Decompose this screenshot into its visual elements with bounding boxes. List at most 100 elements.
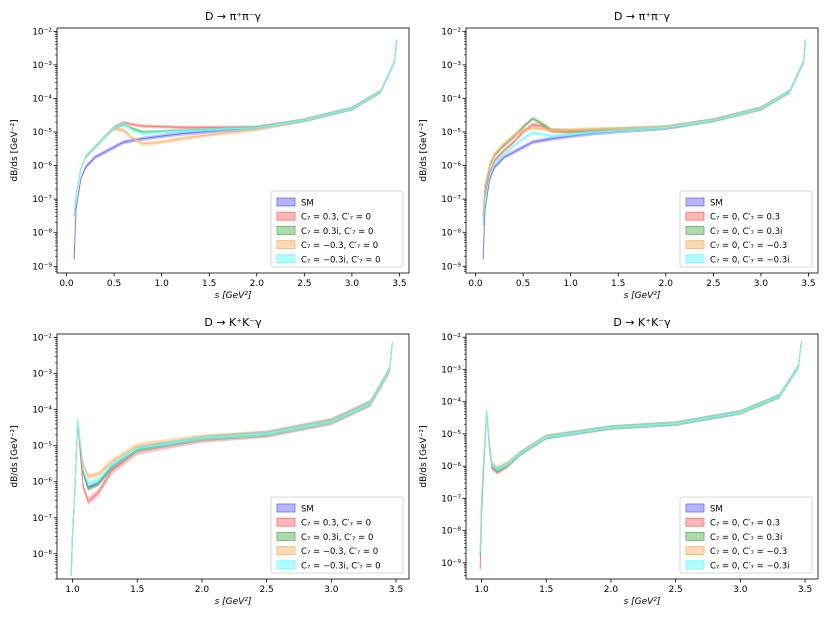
y-tick-label: 10⁻⁹ <box>32 262 52 272</box>
series-line-5 <box>73 39 398 216</box>
legend: SM C₇ = 0.3, C′₇ = 0 C₇ = 0.3i, C′₇ = 0 C₇ … <box>270 496 404 574</box>
y-tick-label: 10⁻⁴ <box>441 94 461 104</box>
y-tick-label: 10⁻⁸ <box>32 229 52 239</box>
chart-title: D → π⁺π⁻γ <box>614 10 671 23</box>
y-axis-label: dB/ds [GeV⁻²] <box>419 119 429 181</box>
legend-swatch <box>276 225 296 235</box>
series-line-5 <box>479 342 802 554</box>
legend-swatch <box>685 225 705 235</box>
panel-4: D → K⁺K⁻γ 1.0 1.5 2.0 2.5 3.0 3.5 10⁻⁹ 10⁻⁸ 10⁻⁷ 1… <box>419 316 819 607</box>
legend-entry: C₇ = −0.3, C′₇ = 0 <box>301 547 378 557</box>
y-tick-label: 10⁻⁹ <box>441 262 461 272</box>
x-tick-label: 2.0 <box>659 279 674 289</box>
y-tick-label: 10⁻⁶ <box>32 478 52 488</box>
y-tick-label: 10⁻⁴ <box>32 406 52 416</box>
series-band-2 <box>74 38 397 218</box>
legend-swatch <box>276 560 296 570</box>
x-tick-label: 2.0 <box>250 279 265 289</box>
panel-2: D → π⁺π⁻γ 0.0 0.5 1.0 1.5 2.0 2.5 3.0 3.5 10⁻⁹ 10⁻… <box>419 10 819 301</box>
legend-entry: SM <box>710 505 723 515</box>
y-tick-label: 10⁻⁹ <box>441 559 461 569</box>
x-tick-label: 3.0 <box>733 585 748 595</box>
legend-entry: C₇ = 0, C′₇ = −0.3i <box>710 255 789 265</box>
series-band-4 <box>483 37 806 215</box>
y-tick-label: 10⁻² <box>32 27 52 37</box>
legend-entry: SM <box>301 199 314 209</box>
plot-area <box>479 339 802 572</box>
plot-area <box>482 37 807 262</box>
legend-entry: C₇ = 0.3, C′₇ = 0 <box>301 213 371 223</box>
y-tick-label: 10⁻⁷ <box>32 195 52 205</box>
series-line-5 <box>482 39 807 227</box>
legend-swatch <box>685 254 705 264</box>
x-tick-label: 2.5 <box>297 279 311 289</box>
legend-swatch <box>276 532 296 541</box>
y-tick-label: 10⁻⁶ <box>32 162 52 172</box>
x-tick-label: 1.0 <box>65 585 80 595</box>
x-tick-label: 1.0 <box>563 279 578 289</box>
x-tick-label: 2.5 <box>706 279 720 289</box>
series-band-5 <box>74 38 397 218</box>
legend-swatch <box>685 532 705 541</box>
chart-title: D → K⁺K⁻γ <box>204 316 262 329</box>
series-band-3 <box>74 38 397 218</box>
x-axis-label: s [GeV²] <box>215 291 252 301</box>
x-tick-label: 1.5 <box>202 279 216 289</box>
x-tick-label: 3.5 <box>389 585 403 595</box>
y-tick-label: 10⁻⁷ <box>32 514 52 524</box>
legend-entry: C₇ = 0, C′₇ = −0.3 <box>710 547 787 557</box>
legend-swatch <box>276 503 296 513</box>
y-tick-label: 10⁻⁶ <box>441 162 461 172</box>
y-tick-label: 10⁻³ <box>441 365 461 375</box>
y-tick-label: 10⁻² <box>441 333 461 343</box>
legend-swatch <box>276 211 296 221</box>
legend-box <box>679 190 813 268</box>
y-tick-label: 10⁻⁴ <box>441 398 461 408</box>
x-tick-label: 3.5 <box>798 585 812 595</box>
y-tick-label: 10⁻⁷ <box>441 195 461 205</box>
y-tick-label: 10⁻⁸ <box>441 527 461 537</box>
legend-swatch <box>685 240 705 250</box>
x-tick-label: 3.0 <box>754 279 769 289</box>
legend-swatch <box>685 546 705 555</box>
legend-swatch <box>685 517 705 527</box>
x-tick-label: 1.5 <box>130 585 144 595</box>
x-tick-label: 0.0 <box>468 279 483 289</box>
x-tick-label: 3.5 <box>392 279 406 289</box>
legend-entry: C₇ = −0.3i, C′₇ = 0 <box>301 255 380 265</box>
legend-entry: C₇ = 0, C′₇ = −0.3i <box>710 561 789 571</box>
legend-swatch <box>685 211 705 221</box>
panel-1: D → π⁺π⁻γ 0.0 0.5 1.0 1.5 2.0 2.5 3.0 3.5 10⁻⁹ 10⁻… <box>10 10 410 301</box>
legend-swatch <box>276 240 296 250</box>
y-axis-label: dB/ds [GeV⁻²] <box>419 425 429 487</box>
legend-box <box>270 496 404 574</box>
legend-entry: SM <box>710 199 723 209</box>
x-tick-label: 2.0 <box>195 585 210 595</box>
y-axis-label: dB/ds [GeV⁻²] <box>10 425 20 487</box>
y-tick-label: 10⁻⁷ <box>441 494 461 504</box>
y-tick-label: 10⁻⁸ <box>441 229 461 239</box>
x-tick-label: 1.0 <box>154 279 169 289</box>
x-axis-label: s [GeV²] <box>215 597 252 607</box>
axes-frame <box>465 27 819 274</box>
plot-area <box>70 339 393 579</box>
x-tick-label: 2.5 <box>668 585 682 595</box>
y-tick-label: 10⁻³ <box>32 370 52 380</box>
legend-entry: SM <box>301 505 314 515</box>
legend-entry: C₇ = 0, C′₇ = 0.3 <box>710 519 780 529</box>
legend-swatch <box>276 197 296 207</box>
legend: SM C₇ = 0.3, C′₇ = 0 C₇ = 0.3i, C′₇ = 0 C₇ … <box>270 190 404 268</box>
legend-swatch <box>685 503 705 513</box>
y-tick-label: 10⁻⁵ <box>441 430 461 440</box>
x-axis-label: s [GeV²] <box>624 291 661 301</box>
y-tick-label: 10⁻⁸ <box>32 550 52 560</box>
legend-entry: C₇ = 0, C′₇ = −0.3 <box>710 241 787 251</box>
axes-frame <box>56 27 410 274</box>
legend-entry: C₇ = 0, C′₇ = 0.3i <box>710 227 782 237</box>
series-line-5 <box>70 342 393 576</box>
y-tick-label: 10⁻⁴ <box>32 94 52 104</box>
x-tick-label: 0.5 <box>107 279 121 289</box>
y-tick-label: 10⁻² <box>441 27 461 37</box>
legend-swatch <box>276 546 296 555</box>
legend: SM C₇ = 0, C′₇ = 0.3 C₇ = 0, C′₇ = 0.3i C₇ … <box>679 496 813 574</box>
